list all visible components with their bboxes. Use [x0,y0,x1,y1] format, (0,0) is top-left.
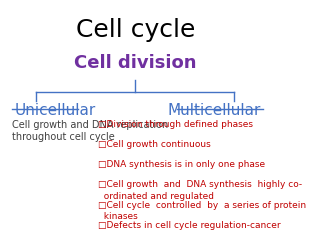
Text: □Defects in cell cycle regulation-cancer: □Defects in cell cycle regulation-cancer [98,221,280,230]
Text: Multicellular: Multicellular [168,103,261,118]
Text: □Cell cycle  controlled  by  a series of protein
  kinases: □Cell cycle controlled by a series of pr… [98,201,306,221]
Text: Cell cycle: Cell cycle [76,18,195,42]
Text: Cell division: Cell division [74,54,196,72]
Text: □Cell growth continuous: □Cell growth continuous [98,140,211,149]
Text: □Division through defined phases: □Division through defined phases [98,120,253,129]
Text: □DNA synthesis is in only one phase: □DNA synthesis is in only one phase [98,160,265,169]
Text: Unicellular: Unicellular [15,103,96,118]
Text: □Cell growth  and  DNA synthesis  highly co-
  ordinated and regulated: □Cell growth and DNA synthesis highly co… [98,180,302,201]
Text: Cell growth and DNA replication
throughout cell cycle: Cell growth and DNA replication througho… [12,120,168,142]
